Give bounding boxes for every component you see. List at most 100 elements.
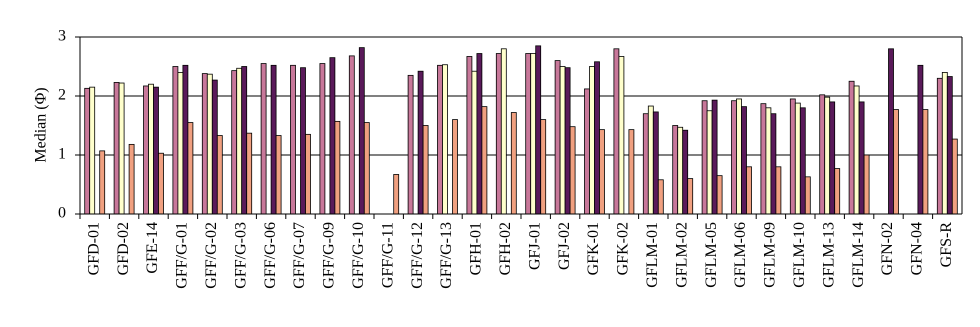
bar: [893, 109, 899, 215]
bar: [211, 79, 218, 215]
bar: [711, 99, 718, 215]
bar: [672, 125, 679, 215]
bar: [334, 120, 341, 215]
bar: [270, 64, 277, 215]
x-tick-label: GFF/G-09: [321, 222, 338, 289]
y-tick-label: 2: [58, 87, 66, 104]
bar: [118, 82, 125, 215]
bar: [824, 96, 831, 215]
bar: [481, 106, 488, 215]
bar: [794, 102, 801, 215]
bar: [143, 85, 149, 215]
bar: [187, 122, 194, 215]
y-axis-label: Median (Φ): [33, 87, 50, 162]
bar: [407, 74, 414, 215]
bar: [682, 129, 689, 215]
bar: [564, 67, 571, 215]
x-tick-label: GFF/G-03: [232, 222, 249, 289]
bar: [789, 98, 796, 215]
bar: [201, 73, 208, 215]
bar: [363, 122, 370, 215]
bar: [741, 106, 747, 215]
bar: [922, 109, 929, 215]
bar: [647, 105, 654, 215]
x-tick-label: GFLM-10: [791, 222, 808, 288]
bar: [422, 125, 429, 215]
x-tick-label: GFJ-01: [526, 222, 543, 270]
x-tick-label: GFE-14: [144, 222, 161, 274]
bar: [393, 174, 400, 215]
bar: [89, 86, 96, 215]
x-tick-label: GFLM-14: [850, 222, 867, 288]
y-tick-label: 0: [58, 205, 66, 222]
bar: [246, 132, 253, 215]
x-tick-label: GFF/G-10: [350, 222, 367, 289]
bar: [452, 119, 458, 215]
bar: [599, 129, 605, 215]
bar: [128, 143, 135, 215]
bar: [540, 119, 547, 215]
x-tick-label: GFF/G-02: [203, 222, 220, 289]
bar: [358, 47, 365, 215]
x-tick-label: GFF/G-12: [409, 222, 426, 289]
bar: [888, 48, 894, 215]
bar: [848, 80, 855, 215]
bar: [863, 154, 870, 215]
x-tick-label: GFLM-05: [703, 222, 720, 288]
bar: [525, 53, 532, 215]
bar: [84, 87, 91, 215]
bar: [613, 48, 620, 215]
y-tick-label: 1: [58, 146, 66, 163]
bar: [559, 66, 566, 215]
x-tick-label: GFD-01: [85, 222, 102, 275]
bar: [260, 63, 267, 215]
bar: [290, 64, 296, 215]
x-tick-label: GFK-02: [615, 222, 632, 275]
bar: [799, 107, 806, 215]
x-tick-label: GFH-02: [497, 222, 514, 275]
bar: [216, 135, 223, 215]
bar: [466, 56, 473, 215]
bar: [471, 70, 478, 215]
bar: [319, 63, 326, 215]
bar: [858, 101, 865, 215]
bar: [329, 57, 336, 215]
x-tick-label: GFLM-01: [644, 222, 661, 288]
bar: [770, 113, 777, 215]
bar: [442, 64, 448, 215]
bar: [510, 112, 517, 215]
bar: [348, 55, 355, 215]
bar: [628, 129, 635, 215]
bar: [153, 86, 159, 215]
x-tick-label: GFN-02: [879, 222, 896, 275]
bar: [677, 126, 684, 215]
bar: [765, 107, 772, 215]
x-tick-label: GFH-01: [468, 222, 485, 275]
x-tick-label: GFLM-06: [732, 222, 749, 288]
bar: [819, 94, 826, 215]
bar: [687, 178, 694, 215]
bar: [158, 152, 164, 215]
bar: [804, 176, 811, 215]
bar: [853, 85, 860, 215]
bar: [476, 53, 483, 215]
bar: [236, 67, 243, 215]
bar: [652, 111, 659, 215]
bar: [417, 70, 424, 215]
bar: [177, 72, 184, 215]
bar: [834, 168, 841, 215]
bar: [701, 100, 708, 215]
bar: [946, 76, 953, 215]
x-tick-label: GFLM-02: [673, 222, 690, 288]
bar: [241, 66, 248, 215]
bar: [589, 66, 595, 215]
bar: [775, 166, 782, 215]
bar: [113, 82, 120, 215]
bar: [706, 110, 713, 215]
bar: [657, 179, 664, 215]
bar: [731, 100, 737, 215]
bar: [941, 72, 948, 215]
x-tick-label: GFF/G-13: [438, 222, 455, 289]
bar: [172, 66, 179, 215]
x-tick-label: GFN-04: [909, 222, 926, 275]
